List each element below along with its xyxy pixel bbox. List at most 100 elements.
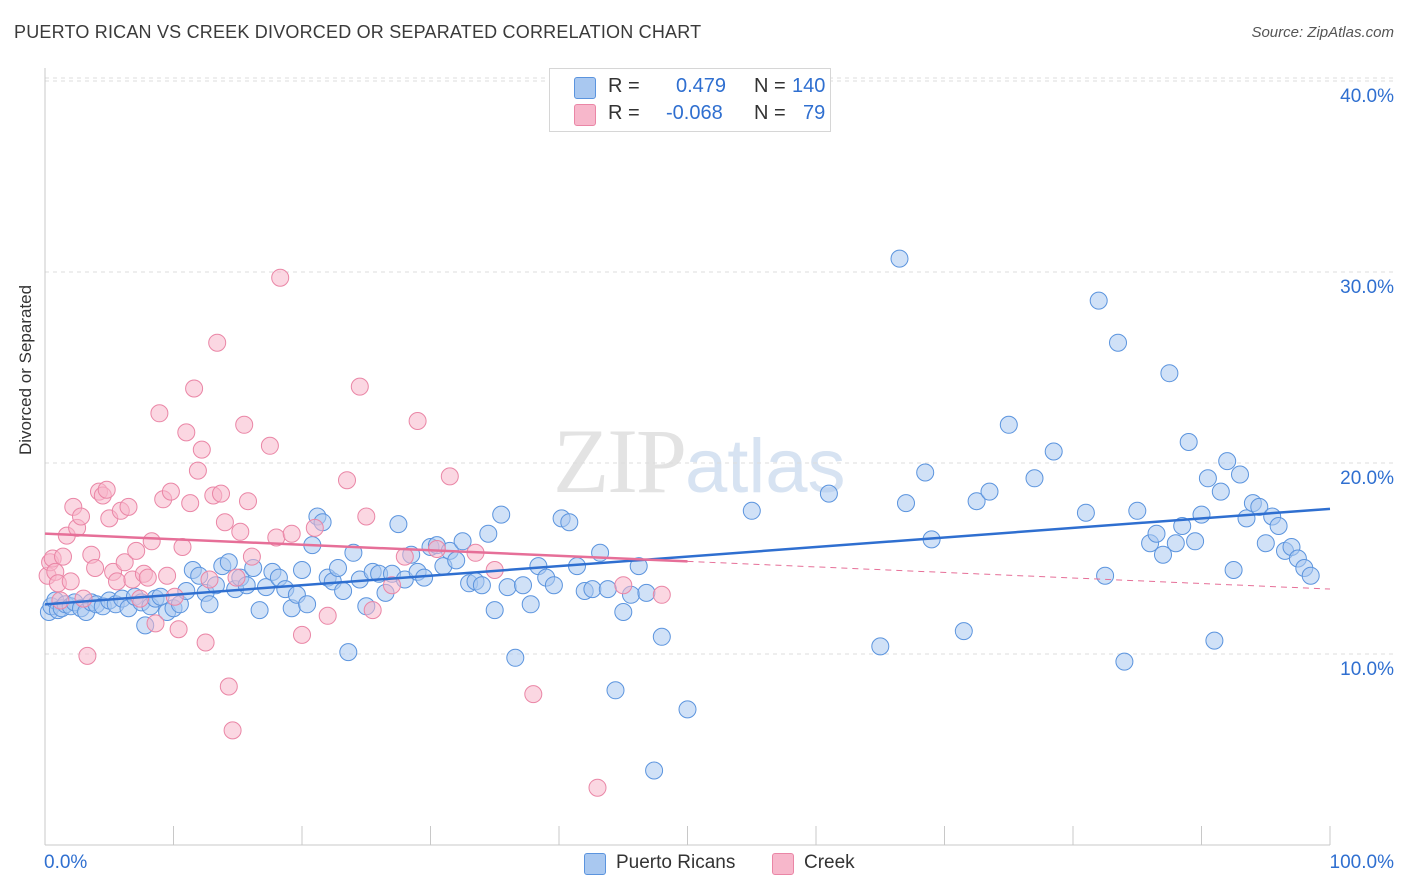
data-point [408, 412, 427, 430]
data-point [1154, 545, 1172, 564]
data-point [181, 494, 200, 513]
data-point [177, 423, 196, 442]
data-point [588, 778, 607, 797]
data-point [1044, 442, 1063, 461]
trend-line-creek-projection [687, 560, 1331, 590]
data-point [1301, 566, 1320, 585]
data-point [967, 492, 986, 511]
trend-lines [44, 507, 1331, 606]
data-point [614, 576, 633, 595]
stats-legend: R = 0.479 N = 140 R = -0.068 N = 79 [549, 68, 831, 132]
data-point [524, 685, 543, 704]
legend-n-value: 140 [792, 75, 826, 97]
data-point [652, 627, 671, 646]
data-point [678, 700, 697, 719]
data-point [344, 543, 363, 562]
data-point [629, 557, 648, 576]
series-creek [38, 268, 671, 797]
data-point [271, 268, 290, 287]
data-point [637, 583, 656, 602]
legend-swatch-blue [584, 853, 606, 875]
legend-label: Creek [804, 852, 855, 873]
watermark-zip: ZIP [553, 410, 687, 512]
data-point [293, 625, 311, 644]
axes [44, 68, 1331, 846]
data-point [742, 501, 761, 520]
data-point [980, 482, 999, 501]
legend-swatch-pink [772, 853, 794, 875]
data-point [86, 559, 105, 577]
legend-swatch-pink [574, 104, 596, 126]
data-point [260, 436, 279, 455]
data-point [161, 482, 180, 501]
legend-r-value: 0.479 [676, 75, 727, 97]
x-min-label: 0.0% [44, 852, 88, 873]
data-point [200, 595, 219, 614]
y-axis-title: Divorced or Separated [16, 284, 35, 455]
data-point [479, 524, 498, 543]
data-point [196, 633, 215, 652]
data-point [350, 377, 369, 396]
data-point [1186, 532, 1205, 551]
data-point [1218, 452, 1237, 471]
data-point [72, 507, 90, 526]
data-point [492, 505, 511, 524]
data-point [1231, 465, 1249, 484]
data-point [1192, 505, 1211, 524]
data-point [1096, 566, 1115, 585]
data-point [440, 467, 459, 486]
data-point [363, 601, 382, 620]
source-note: Source: ZipAtlas.com [1251, 24, 1394, 41]
data-point [614, 603, 633, 621]
data-point [242, 547, 261, 566]
data-point [1179, 433, 1198, 451]
data-point [188, 461, 207, 480]
data-point [357, 507, 376, 526]
data-point [819, 484, 838, 503]
data-point [1089, 291, 1108, 310]
data-point [185, 379, 204, 398]
data-point [1250, 497, 1269, 516]
data-point [1115, 652, 1134, 671]
data-point [427, 540, 446, 558]
data-point [897, 494, 915, 513]
data-point [192, 440, 211, 459]
data-point [1211, 482, 1230, 501]
data-point [1173, 517, 1192, 535]
data-point [293, 561, 311, 579]
data-point [138, 568, 157, 587]
legend-n-label: N = [754, 75, 786, 97]
legend-n-label: N = [754, 102, 786, 124]
data-point [389, 515, 408, 534]
data-point [223, 721, 242, 740]
data-points [38, 249, 1320, 797]
data-point [227, 568, 246, 587]
data-point [583, 580, 602, 599]
data-point [383, 576, 401, 595]
data-point [506, 648, 525, 667]
data-point [305, 518, 324, 537]
data-point [108, 572, 126, 591]
legend-label: Puerto Ricans [616, 852, 736, 873]
data-point [999, 415, 1018, 434]
data-point [916, 463, 935, 482]
data-point [235, 415, 254, 434]
data-point [954, 622, 973, 641]
data-point [165, 587, 184, 606]
trend-line-puerto-ricans [44, 507, 1331, 606]
data-point [150, 404, 169, 423]
data-point [1109, 333, 1127, 352]
data-point [212, 484, 230, 503]
chart-title: PUERTO RICAN VS CREEK DIVORCED OR SEPARA… [14, 22, 702, 42]
data-point [598, 580, 617, 599]
watermark: ZIPatlas [553, 408, 846, 514]
data-point [329, 559, 347, 577]
data-point [231, 522, 250, 541]
data-point [51, 591, 70, 610]
y-tick-label: 40.0% [1340, 86, 1394, 107]
data-point [127, 541, 146, 560]
data-point [485, 601, 504, 620]
data-point [74, 589, 93, 608]
data-point [239, 492, 257, 511]
